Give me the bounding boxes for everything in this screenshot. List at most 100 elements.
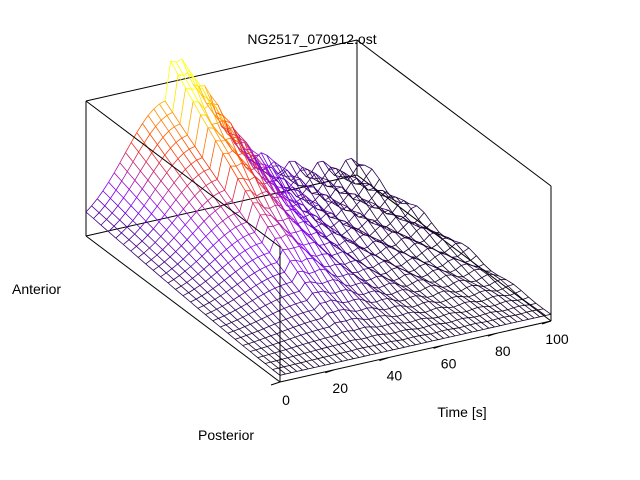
mesh-segment (286, 190, 295, 204)
mesh-segment (181, 239, 188, 247)
mesh-segment (206, 103, 215, 115)
mesh-segment (281, 192, 290, 200)
mesh-segment (397, 267, 406, 275)
mesh-segment (373, 187, 382, 196)
mesh-segment (296, 344, 303, 347)
mesh-segment (249, 159, 258, 165)
mesh-segment (243, 178, 252, 191)
mesh-segment (255, 281, 263, 286)
mesh-segment (294, 198, 301, 204)
mesh-segment (354, 259, 362, 264)
mesh-segment (472, 307, 478, 310)
mesh-segment (257, 328, 264, 332)
mesh-segment (300, 170, 307, 177)
mesh-segment (216, 179, 226, 191)
mesh-segment (354, 193, 361, 202)
mesh-segment (221, 126, 230, 134)
mesh-segment (153, 221, 160, 230)
mesh-segment (502, 288, 511, 296)
mesh-segment (278, 308, 285, 312)
mesh-segment (272, 342, 279, 346)
mesh-segment (108, 225, 115, 232)
mesh-segment (402, 248, 410, 253)
mesh-segment (394, 330, 401, 334)
mesh-segment (104, 198, 111, 207)
mesh-segment (267, 316, 276, 325)
mesh-segment (423, 262, 432, 266)
mesh-segment (233, 253, 240, 259)
mesh-segment (509, 292, 516, 296)
mesh-segment (477, 285, 486, 291)
mesh-segment (130, 205, 139, 214)
mesh-segment (162, 197, 171, 208)
mesh-segment (438, 316, 446, 324)
mesh-segment (319, 337, 326, 340)
mesh-segment (340, 351, 346, 354)
mesh-segment (327, 345, 333, 348)
mesh-segment (295, 336, 304, 345)
mesh-segment (436, 244, 445, 253)
mesh-segment (305, 195, 314, 207)
mesh-segment (108, 181, 117, 191)
mesh-segment (320, 218, 329, 229)
mesh-segment (471, 309, 480, 317)
mesh-segment (393, 278, 400, 282)
mesh-segment (193, 101, 199, 103)
mesh-segment (342, 301, 349, 304)
mesh-segment (299, 198, 308, 212)
mesh-segment (481, 300, 490, 307)
mesh-segment (209, 140, 216, 169)
mesh-segment (188, 201, 197, 213)
mesh-segment (313, 178, 320, 183)
mesh-segment (307, 169, 314, 180)
mesh-segment (225, 287, 233, 293)
mesh-segment (100, 224, 109, 232)
mesh-segment (412, 257, 421, 267)
mesh-segment (415, 320, 424, 328)
mesh-segment (389, 282, 398, 292)
mesh-segment (353, 274, 362, 283)
mesh-segment (243, 234, 250, 238)
mesh-segment (371, 198, 380, 209)
mesh-segment (425, 222, 432, 229)
mesh-segment (470, 280, 477, 283)
mesh-segment (328, 354, 335, 357)
mesh-segment (353, 330, 362, 340)
mesh-segment (279, 165, 288, 171)
mesh-segment (314, 303, 321, 310)
mesh-segment (359, 298, 368, 309)
mesh-segment (366, 307, 375, 318)
mesh-segment (198, 170, 205, 176)
mesh-segment (473, 315, 480, 318)
mesh-segment (314, 220, 323, 225)
mesh-segment (321, 348, 330, 357)
mesh-segment (149, 188, 156, 198)
mesh-segment (128, 233, 135, 240)
mesh-segment (385, 268, 392, 274)
mesh-segment (383, 285, 392, 295)
mesh-segment (407, 338, 416, 346)
mesh-segment (305, 171, 313, 177)
mesh-segment (449, 291, 458, 297)
mesh-segment (205, 276, 212, 282)
mesh-segment (406, 285, 415, 293)
mesh-segment (520, 290, 529, 298)
mesh-segment (489, 281, 496, 286)
mesh-segment (252, 296, 259, 301)
mesh-segment (207, 288, 214, 293)
mesh-segment (300, 334, 309, 344)
mesh-segment (284, 192, 293, 207)
mesh-segment (361, 246, 368, 250)
mesh-segment (204, 85, 213, 104)
mesh-segment (356, 244, 364, 249)
mesh-segment (262, 170, 271, 177)
mesh-segment (349, 340, 358, 350)
mesh-segment (295, 362, 301, 365)
mesh-segment (145, 213, 152, 222)
mesh-segment (327, 279, 334, 282)
mesh-segment (331, 273, 340, 282)
mesh-segment (442, 237, 449, 240)
mesh-segment (409, 203, 417, 207)
mesh-segment (199, 285, 208, 293)
mesh-segment (310, 231, 317, 235)
